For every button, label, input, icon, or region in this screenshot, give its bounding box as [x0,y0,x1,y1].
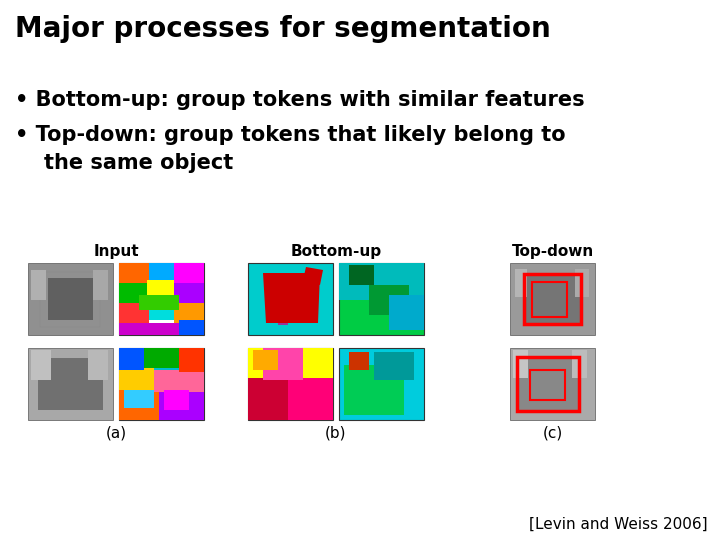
Bar [147,280,174,297]
Bar [278,317,288,325]
Text: [Levin and Weiss 2006]: [Levin and Weiss 2006] [529,517,708,532]
Bar [119,323,204,335]
Bar [31,270,46,300]
Bar [374,352,414,380]
Text: (c): (c) [542,426,562,441]
Bar [339,263,424,335]
Bar [575,269,589,297]
Bar [119,348,144,370]
Bar [93,270,108,300]
Bar [119,390,159,420]
Bar [139,295,179,310]
Bar [524,274,581,324]
Text: (b): (b) [325,426,347,441]
Bar [525,275,580,323]
Bar [159,390,204,420]
Bar [119,348,204,420]
Bar [124,390,154,408]
Bar [119,368,154,390]
Bar [31,350,51,380]
Bar [248,348,333,420]
Bar [149,295,174,320]
Bar [174,303,204,325]
Bar [518,358,578,410]
Bar [40,272,100,327]
Bar [510,263,595,335]
Bar [339,263,424,300]
Bar [344,365,404,415]
Bar [174,283,204,305]
Bar [149,263,174,280]
Polygon shape [303,267,323,285]
Text: • Bottom-up: group tokens with similar features: • Bottom-up: group tokens with similar f… [15,90,585,110]
Text: (a): (a) [105,426,127,441]
Bar [515,269,527,297]
Bar [349,352,369,370]
Text: Major processes for segmentation: Major processes for segmentation [15,15,551,43]
Bar [389,295,424,330]
Bar [119,303,149,325]
Bar [510,348,595,420]
Bar [288,378,333,420]
Bar [88,350,108,380]
Text: Bottom-up: Bottom-up [290,244,382,259]
Bar [248,263,333,335]
Bar [517,357,579,411]
Text: Input: Input [93,244,139,259]
Bar [253,350,278,370]
Text: • Top-down: group tokens that likely belong to
    the same object: • Top-down: group tokens that likely bel… [15,125,566,173]
Bar [144,348,179,368]
Bar [532,282,567,317]
Bar [369,285,409,315]
Bar [513,350,528,378]
Bar [339,348,424,420]
Bar [572,350,587,378]
Polygon shape [263,273,320,323]
Bar [530,370,565,400]
Bar [248,348,333,380]
Bar [263,348,303,380]
Bar [154,370,204,392]
Bar [349,265,374,285]
Bar [164,390,189,410]
Bar [174,263,204,285]
Bar [119,263,149,285]
Bar [179,348,204,372]
Bar [28,348,113,420]
Bar [119,263,204,335]
Bar [28,263,113,335]
Bar [48,278,93,320]
Bar [179,320,204,335]
Bar [248,378,288,420]
Text: Top-down: Top-down [511,244,593,259]
Bar [119,283,147,305]
Bar [38,358,103,410]
